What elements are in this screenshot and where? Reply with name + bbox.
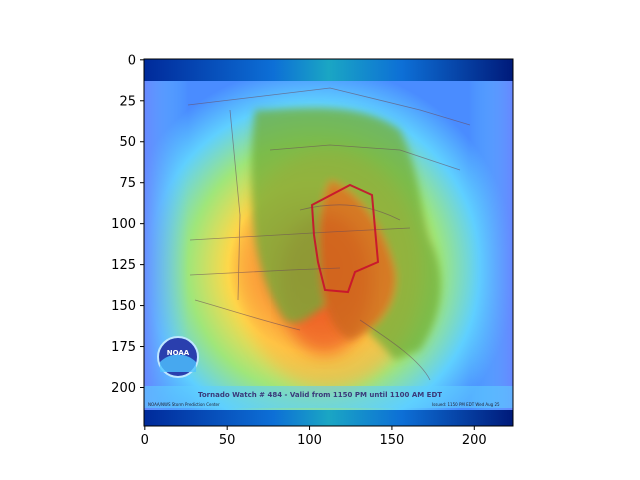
map-footer-left: NOAA/NWS Storm Prediction Center bbox=[148, 402, 220, 407]
y-tick-label: 25 bbox=[119, 94, 136, 109]
y-tick-label: 175 bbox=[111, 340, 136, 355]
map-land bbox=[251, 108, 441, 361]
watch-outline bbox=[310, 183, 380, 294]
axes-frame bbox=[143, 58, 514, 427]
x-tick-label: 50 bbox=[219, 433, 236, 448]
x-axis: 0 50 100 150 200 bbox=[141, 426, 487, 448]
y-axis: 0 25 50 75 100 125 150 175 200 bbox=[111, 53, 144, 396]
svg-text:NOAA: NOAA bbox=[167, 349, 190, 357]
y-tick-label: 200 bbox=[111, 381, 136, 396]
map-footer-right: Issued: 1150 PM EDT Wed Aug 25 bbox=[432, 402, 500, 407]
x-tick-label: 150 bbox=[380, 433, 405, 448]
y-tick-label: 150 bbox=[111, 299, 136, 314]
x-tick-label: 200 bbox=[462, 433, 487, 448]
y-tick-label: 100 bbox=[111, 217, 136, 232]
heatmap-image: Tornado Watch # 484 - Valid from 1150 PM… bbox=[144, 59, 513, 426]
noaa-logo: NOAA bbox=[157, 336, 199, 378]
y-tick-label: 125 bbox=[111, 258, 136, 273]
y-tick-label: 0 bbox=[128, 53, 136, 68]
y-tick-label: 50 bbox=[119, 135, 136, 150]
x-tick-label: 100 bbox=[297, 433, 322, 448]
x-tick-label: 0 bbox=[141, 433, 149, 448]
y-tick-label: 75 bbox=[119, 176, 136, 191]
map-caption: Tornado Watch # 484 - Valid from 1150 PM… bbox=[198, 391, 442, 399]
